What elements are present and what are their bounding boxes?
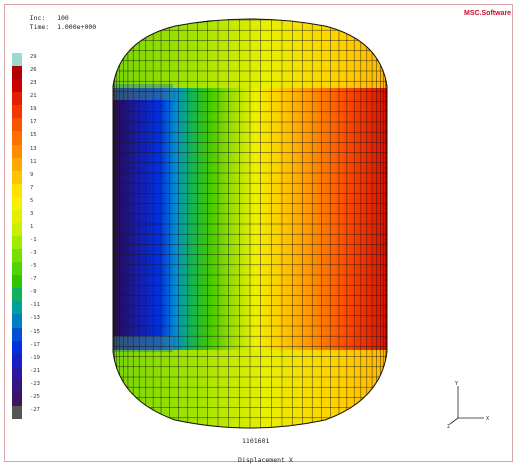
legend-swatch [12, 92, 22, 106]
legend-swatch [12, 170, 22, 185]
legend-tick-label: -9 [30, 289, 37, 296]
increment-label: Inc: [29, 14, 46, 22]
legend-tick-label: 3 [30, 210, 34, 217]
legend-swatch [12, 79, 22, 93]
legend-color-bar [12, 53, 22, 420]
legend-swatch [12, 183, 22, 198]
legend-swatch [12, 249, 22, 263]
legend-tick-label: -27 [30, 406, 40, 413]
legend-swatch [12, 301, 22, 315]
legend-swatch [12, 196, 22, 211]
legend-tick-label: 15 [30, 132, 37, 139]
legend-tick-label: -19 [30, 354, 40, 361]
logo-text: MSC.Software [464, 10, 512, 17]
legend-tick-label: 1 [30, 223, 34, 230]
viewport-frame [4, 4, 513, 462]
legend-swatch [12, 222, 22, 237]
legend-swatch [12, 66, 22, 80]
legend-swatch [12, 353, 22, 368]
legend-tick-label: 13 [30, 145, 37, 152]
legend-tick-label: -15 [30, 328, 40, 335]
legend-tick-label: -25 [30, 393, 40, 400]
legend-swatch [12, 157, 22, 172]
legend-swatch [12, 53, 22, 67]
legend-tick-label: -13 [30, 315, 40, 322]
legend-tick-label: 29 [30, 54, 37, 60]
legend-tick-label: 17 [30, 119, 37, 126]
legend-tick-label: -23 [30, 380, 40, 387]
axis-triad: Y Z X [447, 381, 489, 428]
legend-tick-label: -21 [30, 367, 40, 374]
node-id-label: 1101601 [242, 437, 270, 445]
legend-tick-label: -11 [30, 302, 40, 309]
legend-tick-label: 26 [30, 67, 37, 74]
legend-tick-label: 11 [30, 158, 37, 165]
legend-tick-label: 9 [30, 171, 34, 178]
legend-swatch [12, 262, 22, 276]
legend-tick-label: -7 [30, 276, 37, 283]
legend-swatch [12, 314, 22, 328]
increment-value: 100 [57, 14, 69, 22]
legend-tick-label: 5 [30, 197, 34, 204]
legend-swatch [12, 327, 22, 342]
triad-y-label: Y [455, 381, 458, 387]
time-value: 1.000e+000 [57, 23, 97, 31]
legend-swatch [12, 340, 22, 355]
triad-z-label: Z [447, 424, 450, 428]
legend-swatch [12, 209, 22, 224]
result-title: Displacement X [238, 456, 293, 464]
time-label: Time: [29, 23, 50, 31]
legend-swatch [12, 236, 22, 250]
mesh-grid [113, 19, 387, 428]
legend-swatch [12, 131, 22, 145]
legend-tick-label: -5 [30, 263, 37, 270]
vessel-outline [112, 18, 388, 429]
time-readout: Time: 1.000e+000 [14, 17, 97, 38]
legend-swatch [12, 366, 22, 381]
legend-tick-label: -17 [30, 341, 40, 348]
legend-tick-label: 7 [30, 184, 34, 191]
legend-tick-label: -3 [30, 250, 37, 257]
legend-tick-label: 21 [30, 93, 37, 100]
legend-tick-label: 23 [30, 80, 37, 87]
increment-readout: Inc: 100 [14, 8, 69, 29]
legend-swatch [12, 105, 22, 119]
legend-swatch [12, 118, 22, 132]
legend-swatch [12, 392, 22, 407]
msc-software-logo: MSC.Software [464, 10, 511, 17]
legend-tick-label: 19 [30, 106, 37, 113]
legend-swatch [12, 144, 22, 159]
legend-swatch [12, 288, 22, 302]
legend-swatch [12, 379, 22, 394]
legend-tick-label: -1 [30, 237, 37, 243]
triad-x-label: X [486, 416, 489, 422]
legend-swatch [12, 275, 22, 289]
legend-swatch [12, 405, 22, 420]
